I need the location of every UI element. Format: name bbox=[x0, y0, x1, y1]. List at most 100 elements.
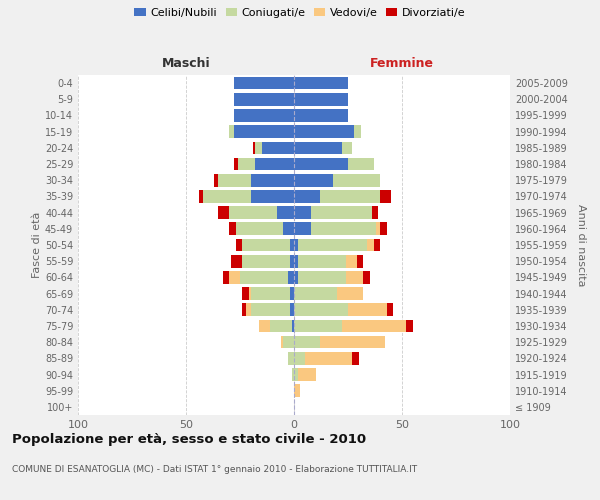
Bar bbox=[223, 271, 229, 283]
Text: Maschi: Maschi bbox=[161, 57, 211, 70]
Bar bbox=[374, 238, 380, 252]
Bar bbox=[290, 304, 294, 316]
Bar bbox=[242, 255, 290, 268]
Bar bbox=[294, 352, 305, 364]
Bar bbox=[242, 288, 248, 300]
Bar bbox=[218, 174, 251, 186]
Bar bbox=[259, 320, 270, 332]
Bar bbox=[253, 142, 255, 154]
Bar bbox=[380, 190, 391, 202]
Bar bbox=[229, 126, 233, 138]
Bar bbox=[294, 174, 333, 186]
Bar bbox=[294, 93, 348, 106]
Bar bbox=[242, 304, 247, 316]
Bar bbox=[294, 77, 348, 90]
Text: Popolazione per età, sesso e stato civile - 2010: Popolazione per età, sesso e stato civil… bbox=[12, 432, 366, 446]
Bar bbox=[294, 288, 337, 300]
Bar bbox=[348, 158, 374, 170]
Bar bbox=[337, 288, 363, 300]
Bar bbox=[248, 288, 251, 300]
Bar bbox=[294, 126, 355, 138]
Bar bbox=[294, 384, 301, 397]
Bar bbox=[305, 352, 352, 364]
Bar bbox=[294, 271, 298, 283]
Y-axis label: Anni di nascita: Anni di nascita bbox=[576, 204, 586, 286]
Bar bbox=[236, 238, 242, 252]
Bar bbox=[294, 158, 348, 170]
Bar bbox=[290, 288, 294, 300]
Bar bbox=[262, 142, 294, 154]
Legend: Celibi/Nubili, Coniugati/e, Vedovi/e, Divorziati/e: Celibi/Nubili, Coniugati/e, Vedovi/e, Di… bbox=[130, 3, 470, 22]
Bar bbox=[298, 368, 316, 381]
Bar bbox=[294, 190, 320, 202]
Bar bbox=[294, 368, 298, 381]
Bar bbox=[298, 271, 346, 283]
Bar bbox=[346, 255, 356, 268]
Bar bbox=[294, 109, 348, 122]
Bar bbox=[406, 320, 413, 332]
Bar bbox=[355, 126, 361, 138]
Bar bbox=[380, 222, 387, 235]
Bar bbox=[270, 320, 292, 332]
Y-axis label: Fasce di età: Fasce di età bbox=[32, 212, 42, 278]
Bar bbox=[311, 206, 372, 219]
Bar bbox=[283, 222, 294, 235]
Bar bbox=[233, 126, 294, 138]
Bar bbox=[203, 190, 251, 202]
Bar bbox=[287, 271, 294, 283]
Bar bbox=[251, 304, 290, 316]
Bar bbox=[387, 304, 394, 316]
Bar bbox=[372, 206, 378, 219]
Bar bbox=[341, 320, 406, 332]
Bar bbox=[367, 238, 374, 252]
Bar bbox=[320, 190, 380, 202]
Bar bbox=[232, 255, 242, 268]
Bar bbox=[214, 174, 218, 186]
Bar bbox=[320, 336, 385, 348]
Bar bbox=[233, 158, 238, 170]
Bar bbox=[233, 109, 294, 122]
Bar bbox=[352, 352, 359, 364]
Bar bbox=[199, 190, 203, 202]
Bar bbox=[255, 142, 262, 154]
Bar bbox=[233, 93, 294, 106]
Bar bbox=[251, 288, 290, 300]
Bar bbox=[348, 304, 387, 316]
Bar bbox=[233, 77, 294, 90]
Bar bbox=[255, 158, 294, 170]
Bar bbox=[277, 206, 294, 219]
Bar bbox=[292, 320, 294, 332]
Bar bbox=[294, 206, 311, 219]
Bar bbox=[236, 222, 283, 235]
Bar bbox=[311, 222, 376, 235]
Bar bbox=[294, 320, 341, 332]
Bar bbox=[294, 222, 311, 235]
Bar bbox=[363, 271, 370, 283]
Bar bbox=[346, 271, 363, 283]
Bar bbox=[283, 336, 294, 348]
Bar bbox=[294, 142, 341, 154]
Bar bbox=[376, 222, 380, 235]
Bar bbox=[294, 238, 298, 252]
Bar bbox=[290, 238, 294, 252]
Bar bbox=[281, 336, 283, 348]
Bar bbox=[298, 238, 367, 252]
Bar bbox=[247, 304, 251, 316]
Bar bbox=[356, 255, 363, 268]
Bar bbox=[240, 271, 287, 283]
Bar bbox=[229, 222, 236, 235]
Bar bbox=[292, 368, 294, 381]
Bar bbox=[294, 304, 348, 316]
Bar bbox=[229, 206, 277, 219]
Bar bbox=[333, 174, 380, 186]
Bar bbox=[251, 174, 294, 186]
Bar bbox=[298, 255, 346, 268]
Text: Femmine: Femmine bbox=[370, 57, 434, 70]
Bar bbox=[238, 158, 255, 170]
Bar bbox=[290, 255, 294, 268]
Bar bbox=[242, 238, 290, 252]
Bar bbox=[294, 255, 298, 268]
Bar bbox=[287, 352, 294, 364]
Bar bbox=[229, 271, 240, 283]
Bar bbox=[251, 190, 294, 202]
